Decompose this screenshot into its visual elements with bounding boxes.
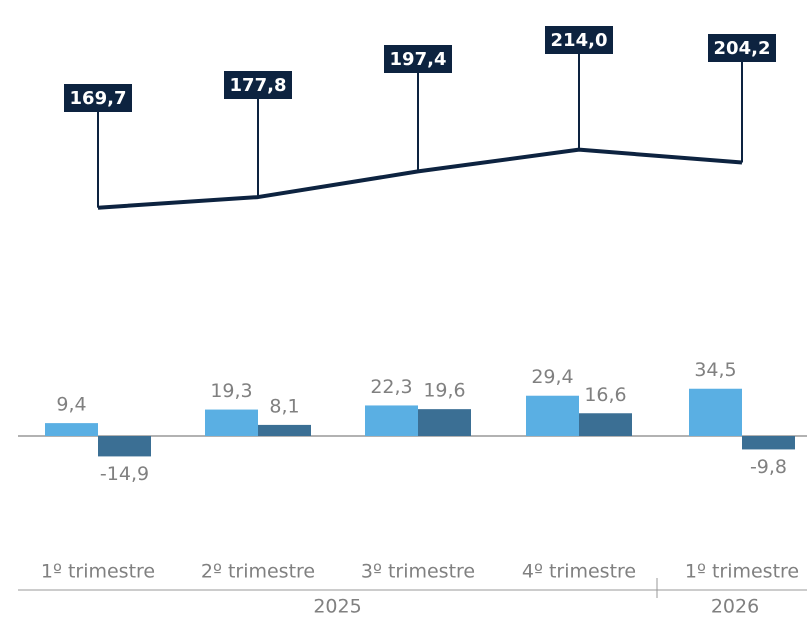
value-label: 9,4 [56, 394, 86, 416]
bar [579, 413, 632, 436]
value-label: 19,3 [210, 380, 252, 402]
label-box [545, 26, 613, 54]
value-label: 177,8 [230, 75, 287, 96]
bar [526, 395, 579, 436]
value-label: -14,9 [100, 463, 149, 485]
value-label: 19,6 [423, 380, 465, 402]
label-box [64, 84, 132, 112]
bar [365, 405, 418, 436]
value-label: 214,0 [551, 30, 608, 51]
x-tick-label: 1º trimestre [41, 561, 155, 583]
bar [45, 423, 98, 436]
value-label: 22,3 [370, 376, 412, 398]
value-label: 34,5 [694, 359, 736, 381]
bar [689, 388, 742, 436]
label-box [708, 34, 776, 62]
value-label: 169,7 [70, 88, 127, 109]
x-tick-label: 3º trimestre [361, 561, 475, 583]
bar [418, 409, 471, 436]
label-box [224, 71, 292, 99]
group-label: 2026 [711, 596, 759, 618]
value-label: 29,4 [531, 366, 573, 388]
value-label: -9,8 [750, 456, 787, 478]
x-tick-label: 2º trimestre [201, 561, 315, 583]
value-label: 8,1 [269, 395, 299, 417]
label-box [384, 45, 452, 73]
x-tick-label: 4º trimestre [522, 561, 636, 583]
bar [258, 424, 311, 436]
group-label: 2025 [313, 596, 361, 618]
value-label: 204,2 [714, 38, 771, 59]
x-tick-label: 1º trimestre [685, 561, 799, 583]
value-label: 16,6 [584, 384, 626, 406]
bar [98, 436, 151, 457]
value-label: 197,4 [390, 49, 447, 70]
bar [205, 409, 258, 436]
line [97, 147, 743, 210]
bar [742, 436, 795, 450]
